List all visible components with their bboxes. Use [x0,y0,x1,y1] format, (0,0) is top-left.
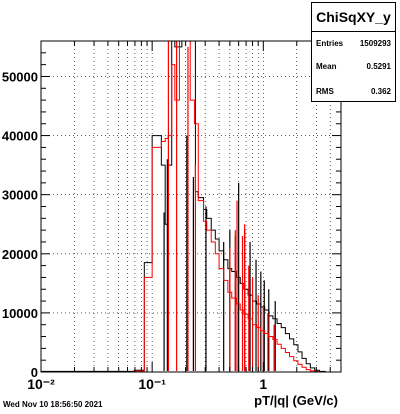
y-tick-label: 0 [31,365,38,380]
stats-value: 1509293 [359,39,391,48]
histogram-series [40,40,341,373]
stats-title: ChiSqXY_y [312,3,395,32]
x-tick-label: 10⁻¹ [138,376,166,392]
y-tick-label: 40000 [2,129,38,144]
timestamp: Wed Nov 10 18:56:50 2021 [3,400,103,409]
stats-label: Mean [316,62,337,71]
y-tick-label: 10000 [2,306,38,321]
series-1-step-line [41,40,341,373]
stats-label: Entries [316,39,344,48]
x-axis-label: pT/|q| (GeV/c) [254,393,338,408]
y-tick-label: 20000 [2,247,38,262]
x-tick-label: 10⁻² [27,376,55,392]
x-tick-label: 1 [259,376,267,392]
stats-box: ChiSqXY_y Entries 1509293 Mean 0.5291 RM… [311,2,396,102]
stats-value: 0.362 [370,87,391,96]
stats-value: 0.5291 [366,62,391,71]
series-0-step-line [40,40,341,373]
stats-label: RMS [316,87,334,96]
grid-lines [41,41,341,372]
y-tick-label: 50000 [2,69,38,84]
y-tick-label: 30000 [2,188,38,203]
plot-frame [40,40,342,373]
